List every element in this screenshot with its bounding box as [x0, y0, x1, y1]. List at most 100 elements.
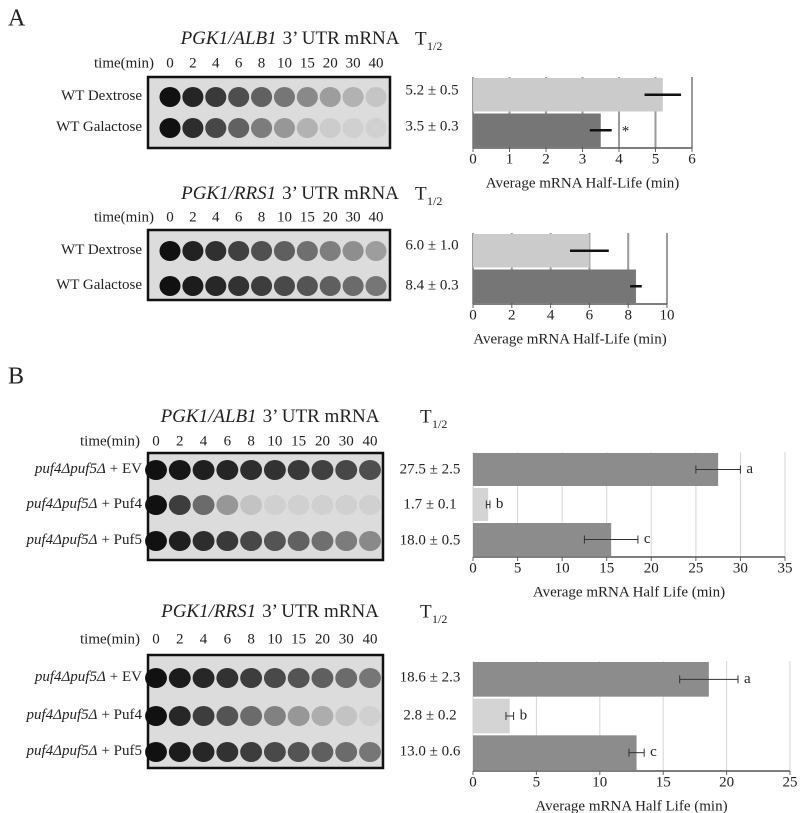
blot-band: [359, 668, 381, 688]
x-tick-label: 20: [644, 560, 659, 576]
time-point: 30: [339, 433, 354, 449]
x-tick-label: 0: [469, 774, 477, 790]
half-life-value: 1.7 ± 0.1: [403, 496, 456, 512]
row-label: puf4Δpuf5Δ + Puf4: [26, 496, 143, 512]
x-tick-label: 6: [688, 151, 696, 167]
blot-band: [296, 241, 318, 261]
blot-band: [192, 706, 215, 726]
blot-band: [145, 706, 167, 726]
half-life-value: 2.8 ± 0.2: [403, 707, 456, 723]
time-point: 15: [291, 433, 306, 449]
title-rest: 3’ UTR mRNA: [282, 183, 399, 204]
blot-band: [263, 668, 286, 688]
blot-band: [216, 668, 239, 688]
time-point: 10: [267, 631, 282, 647]
row-label: WT Dextrose: [61, 88, 142, 104]
bar-label: b: [496, 496, 504, 512]
blot-band: [182, 87, 204, 107]
blot-band: [311, 706, 334, 726]
blot-band: [145, 742, 167, 762]
time-point: 2: [189, 55, 197, 71]
x-tick-label: 1: [506, 151, 514, 167]
blot-band: [273, 241, 295, 261]
x-tick-label: 25: [783, 774, 798, 790]
x-tick-label: 2: [508, 307, 516, 323]
time-point: 30: [346, 209, 361, 225]
gene-name: PGK1/RRS1: [180, 183, 276, 204]
blot-band: [205, 87, 227, 107]
blot-band: [335, 460, 358, 480]
blot-band: [342, 87, 364, 107]
time-point: 4: [200, 433, 208, 449]
time-point: 0: [152, 433, 160, 449]
time-point: 6: [235, 209, 243, 225]
blot-band: [296, 276, 318, 296]
blot-band: [273, 87, 295, 107]
bar: [473, 453, 719, 486]
blot-band: [335, 495, 358, 515]
blot-title: PGK1/RRS1 3’ UTR mRNA: [160, 601, 379, 622]
bar: [473, 78, 663, 112]
half-life-value: 6.0 ± 1.0: [405, 237, 458, 253]
time-point: 0: [152, 631, 160, 647]
x-tick-label: 2: [542, 151, 550, 167]
blot-band: [205, 276, 227, 296]
blot-band: [216, 706, 239, 726]
blot-band: [335, 706, 358, 726]
blot-band: [319, 241, 341, 261]
annotation: *: [622, 124, 630, 140]
blot-band: [311, 742, 334, 762]
blot-band: [296, 87, 318, 107]
half-life-value: 27.5 ± 2.5: [400, 461, 461, 477]
x-tick-label: 0: [469, 307, 477, 323]
bar-label: c: [650, 744, 657, 760]
blot-band: [182, 241, 204, 261]
x-tick-label: 5: [514, 560, 522, 576]
blot-band: [192, 742, 215, 762]
blot-band: [311, 460, 334, 480]
x-tick-label: 15: [656, 774, 671, 790]
blot-band: [273, 118, 295, 138]
blot-band: [287, 742, 310, 762]
blot-band: [263, 531, 286, 551]
x-tick-label: 5: [533, 774, 541, 790]
blot-band: [311, 531, 334, 551]
blot-title: PGK1/ALB1 3’ UTR mRNA: [160, 406, 380, 427]
x-tick-label: 10: [592, 774, 607, 790]
bar-label: b: [520, 707, 528, 723]
x-tick-label: 8: [624, 307, 632, 323]
blot-band: [263, 742, 286, 762]
x-tick-label: 10: [555, 560, 570, 576]
blot-band: [159, 241, 181, 261]
row-label: WT Galactose: [56, 277, 142, 293]
row-name: WT Dextrose: [61, 88, 142, 104]
row-name: + Puf5: [101, 532, 142, 548]
blot-title: PGK1/RRS1 3’ UTR mRNA: [180, 183, 399, 204]
blot-band: [296, 118, 318, 138]
x-axis-label: Average mRNA Half Life (min): [533, 584, 725, 600]
strain: puf4Δpuf5Δ: [34, 461, 106, 477]
row-label: puf4Δpuf5Δ + Puf5: [26, 532, 143, 548]
blot-band: [335, 742, 358, 762]
time-label: time(min): [80, 631, 140, 647]
half-life-subscript: 1/2: [432, 417, 447, 431]
time-point: 10: [277, 209, 292, 225]
blot-band: [342, 118, 364, 138]
error-bar: [695, 465, 741, 474]
blot-band: [159, 87, 181, 107]
time-point: 6: [224, 433, 232, 449]
blot-band: [365, 87, 387, 107]
title-rest: 3’ UTR mRNA: [263, 406, 380, 427]
time-label: time(min): [80, 433, 140, 449]
panel-label: A: [8, 6, 26, 32]
blot-band: [168, 742, 191, 762]
time-point: 15: [291, 631, 306, 647]
blot-band: [192, 668, 215, 688]
panel-label: B: [8, 364, 24, 390]
blot-band: [359, 495, 381, 515]
error-bar: [679, 675, 739, 684]
blot-band: [145, 668, 167, 688]
bar-label: a: [744, 671, 751, 687]
bar-label: a: [746, 461, 753, 477]
time-point: 4: [212, 209, 220, 225]
